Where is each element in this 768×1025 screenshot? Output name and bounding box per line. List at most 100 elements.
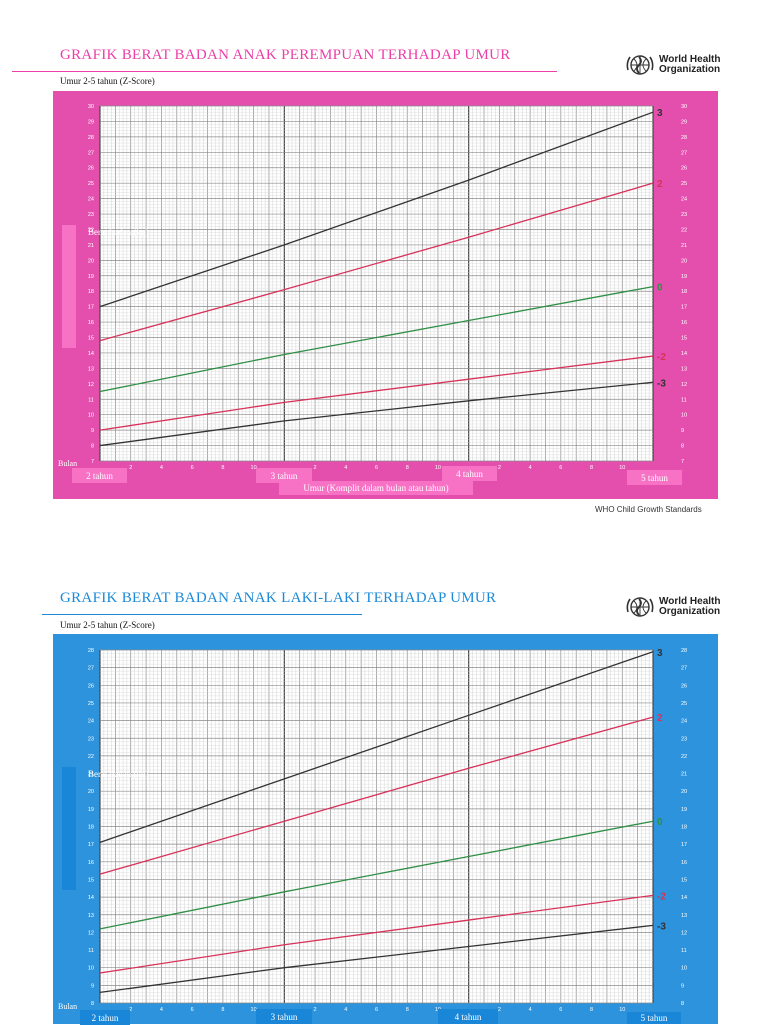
y-tick-label-left: 13 (88, 366, 94, 372)
x-tick-label: 6 (191, 1007, 194, 1013)
series-label--3: -3 (657, 378, 666, 389)
series-label-0: 0 (657, 283, 663, 294)
series-line-0 (99, 820, 654, 930)
series-line-2 (99, 716, 654, 875)
y-tick-label-left: 25 (88, 701, 94, 707)
girls-bulan-label: Bulan (58, 459, 78, 468)
y-tick-label-right: 9 (681, 983, 684, 989)
series-line--3 (99, 924, 654, 994)
girls-year-label-5: 5 tahun (627, 470, 682, 485)
y-tick-label-left: 10 (88, 413, 94, 419)
y-tick-label-left: 8 (91, 1001, 94, 1007)
girls-title-rule (12, 71, 557, 72)
y-tick-label-right: 25 (681, 181, 687, 187)
y-tick-label-right: 7 (681, 459, 684, 465)
y-tick-label-right: 26 (681, 166, 687, 172)
girls-chart-title: GRAFIK BERAT BADAN ANAK PEREMPUAN TERHAD… (60, 47, 511, 63)
y-tick-label-left: 9 (91, 983, 94, 989)
boys-y-axis-label: Berat badan (kg) (88, 769, 149, 779)
x-tick-label: 8 (221, 1007, 224, 1013)
y-tick-label-left: 28 (88, 648, 94, 654)
girls-y-axis-label: Berat badan (kg) (88, 227, 149, 237)
x-tick-label: 8 (406, 465, 409, 471)
x-tick-label: 8 (590, 1007, 593, 1013)
y-tick-label-left: 8 (91, 444, 94, 450)
boys-bulan-label: Bulan (58, 1002, 78, 1011)
y-tick-label-right: 23 (681, 212, 687, 218)
y-tick-label-left: 20 (88, 789, 94, 795)
y-tick-label-right: 22 (681, 227, 687, 233)
y-tick-label-left: 30 (88, 104, 94, 110)
y-tick-label-right: 23 (681, 736, 687, 742)
x-tick-label: 2 (314, 465, 317, 471)
y-tick-label-right: 26 (681, 683, 687, 689)
x-tick-label: 2 (129, 465, 132, 471)
y-tick-label-right: 8 (681, 444, 684, 450)
y-tick-label-left: 29 (88, 119, 94, 125)
y-tick-label-right: 16 (681, 320, 687, 326)
who-org-line-1: World Health (659, 54, 721, 65)
girls-who-logo: World Health Organization (625, 52, 720, 78)
y-tick-label-left: 16 (88, 860, 94, 866)
boys-year-label-4: 4 tahun (438, 1009, 498, 1024)
series-line-3 (99, 651, 654, 843)
girls-credit: WHO Child Growth Standards (595, 505, 702, 514)
y-tick-label-right: 20 (681, 258, 687, 264)
series-label--3: -3 (657, 921, 666, 932)
y-tick-label-left: 26 (88, 683, 94, 689)
who-emblem-icon (626, 55, 654, 75)
x-tick-label: 10 (251, 465, 257, 471)
x-tick-label: 6 (191, 465, 194, 471)
y-tick-label-left: 21 (88, 772, 94, 778)
y-tick-label-right: 15 (681, 877, 687, 883)
y-tick-label-left: 22 (88, 754, 94, 760)
y-tick-label-right: 24 (681, 719, 687, 725)
y-tick-label-left: 27 (88, 666, 94, 672)
x-tick-label: 8 (406, 1007, 409, 1013)
who-org-line-2: Organization (659, 606, 721, 617)
series-label--2: -2 (657, 891, 666, 902)
y-tick-label-right: 8 (681, 1001, 684, 1007)
y-tick-label-left: 20 (88, 258, 94, 264)
y-tick-label-right: 30 (681, 104, 687, 110)
series-label-3: 3 (657, 108, 663, 119)
y-tick-label-left: 14 (88, 351, 94, 357)
y-tick-label-left: 18 (88, 825, 94, 831)
boys-chart-subtitle: Umur 2-5 tahun (Z-Score) (60, 620, 155, 630)
y-tick-label-right: 13 (681, 913, 687, 919)
y-tick-label-right: 27 (681, 666, 687, 672)
y-tick-label-right: 12 (681, 930, 687, 936)
y-tick-label-right: 29 (681, 119, 687, 125)
y-tick-label-right: 20 (681, 789, 687, 795)
boys-chart-title: GRAFIK BERAT BADAN ANAK LAKI-LAKI TERHAD… (60, 590, 497, 606)
y-tick-label-right: 18 (681, 825, 687, 831)
series-line-2 (99, 182, 654, 342)
y-tick-label-left: 7 (91, 459, 94, 465)
series-line-3 (99, 111, 654, 308)
boys-y-axis-label-box (62, 767, 76, 890)
x-tick-label: 4 (344, 1007, 347, 1013)
who-org-line-2: Organization (659, 64, 721, 75)
y-tick-label-right: 19 (681, 807, 687, 813)
girls-year-label-4: 4 tahun (442, 466, 497, 481)
y-tick-label-left: 23 (88, 212, 94, 218)
y-tick-label-left: 16 (88, 320, 94, 326)
y-tick-label-right: 12 (681, 382, 687, 388)
y-tick-label-right: 11 (681, 948, 687, 954)
x-tick-label: 2 (498, 1007, 501, 1013)
series-line--2 (99, 894, 654, 974)
y-tick-label-right: 10 (681, 413, 687, 419)
girls-x-axis-title: Umur (Komplit dalam bulan atau tahun) (279, 481, 473, 495)
y-tick-label-right: 15 (681, 336, 687, 342)
x-tick-label: 6 (375, 1007, 378, 1013)
x-tick-label: 8 (221, 465, 224, 471)
y-tick-label-right: 17 (681, 842, 687, 848)
y-tick-label-left: 25 (88, 181, 94, 187)
x-tick-label: 10 (251, 1007, 257, 1013)
y-tick-label-right: 10 (681, 966, 687, 972)
y-tick-label-left: 24 (88, 197, 94, 203)
y-tick-label-left: 21 (88, 243, 94, 249)
girls-chart-panel: GRAFIK BERAT BADAN ANAK PEREMPUAN TERHAD… (12, 47, 720, 514)
